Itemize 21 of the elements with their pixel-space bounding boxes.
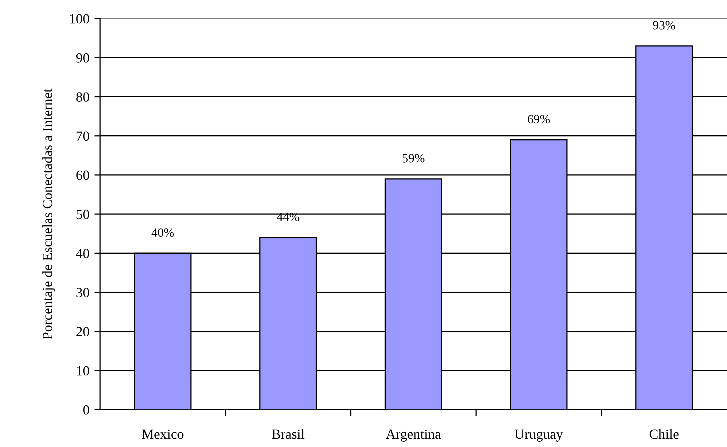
data-label: 69% — [528, 115, 550, 124]
y-tick-label: 50 — [76, 210, 90, 220]
y-tick-label: 40 — [76, 249, 90, 258]
y-tick-label: 10 — [77, 366, 90, 376]
y-tick-label: 70 — [76, 132, 90, 142]
y-tick-label: 100 — [70, 14, 90, 24]
x-tick-label: Argentina — [386, 430, 442, 442]
x-tick-label: Chile — [650, 429, 679, 440]
x-tick-label: Mexico — [142, 430, 184, 440]
y-tick-label: 20 — [76, 327, 90, 337]
y-axis-title: Porcentaje de Escuelas Conectadas a Internet — [42, 88, 56, 340]
data-label: 59% — [402, 154, 425, 163]
y-tick-label: 80 — [76, 92, 90, 102]
x-tick-label: Brasil — [272, 429, 305, 440]
y-tick-label: 90 — [76, 53, 90, 63]
data-label: 40% — [152, 228, 174, 238]
x-tick-label: Uruguay — [514, 430, 564, 442]
y-tick-label: 0 — [83, 405, 90, 415]
y-tick-label: 60 — [76, 170, 90, 180]
data-label: 93% — [653, 21, 676, 30]
y-tick-label: 30 — [76, 288, 90, 298]
